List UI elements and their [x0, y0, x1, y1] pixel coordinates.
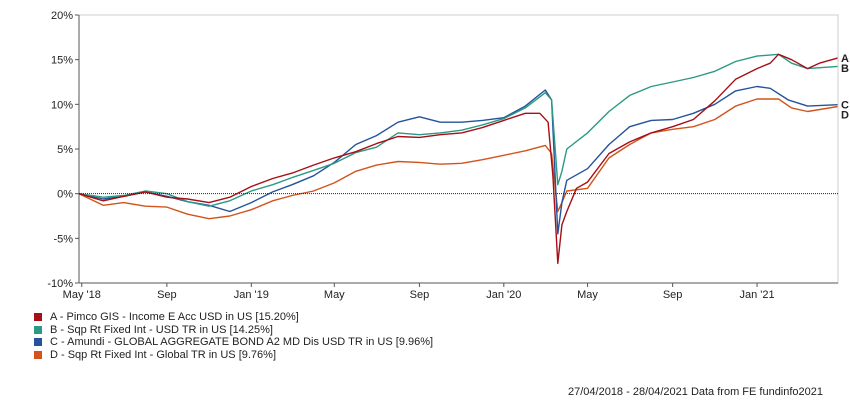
legend-swatch — [34, 325, 42, 334]
series-line-b — [78, 53, 839, 207]
y-tick-label: 10% — [51, 99, 73, 111]
x-tick-label: Sep — [157, 289, 177, 301]
legend-item: C - Amundi - GLOBAL AGGREGATE BOND A2 MD… — [34, 336, 433, 349]
end-label-d: D — [841, 110, 849, 122]
legend-swatch — [34, 338, 42, 347]
x-tick-label: Jan '20 — [486, 289, 521, 301]
legend-item: B - Sqp Rt Fixed Int - USD TR in US [14.… — [34, 324, 433, 337]
y-tick-label: 20% — [51, 10, 73, 22]
line-chart: 20%15%10%5%0%-5%-10% May '18 Sep Jan '19 Ma… — [47, 10, 849, 301]
series-line-c — [78, 85, 839, 235]
plot-frame — [78, 14, 839, 284]
x-axis: May '18 Sep Jan '19 May Sep Jan '20 May Sep Jan … — [63, 283, 775, 301]
end-label-c: C — [841, 100, 849, 112]
series-layer — [78, 53, 839, 264]
legend-item: A - Pimco GIS - Income E Acc USD in US [… — [34, 311, 433, 324]
x-tick-label: Jan '19 — [234, 289, 269, 301]
y-tick-label: 15% — [51, 55, 73, 67]
x-tick-label: May — [324, 289, 345, 301]
series-line-a — [78, 53, 839, 264]
end-label-a: A — [841, 53, 849, 65]
series-line-d — [78, 98, 839, 220]
y-axis: 20% 15% 10% 5% 0% -5% -10% — [47, 10, 79, 290]
y-tick-label: -5% — [53, 233, 73, 245]
legend-swatch — [34, 313, 42, 322]
end-label-b: B — [841, 63, 849, 75]
end-labels: AB CD — [841, 53, 849, 122]
x-tick-label: Sep — [410, 289, 430, 301]
legend-swatch — [34, 350, 42, 359]
y-tick-label: 5% — [57, 144, 73, 156]
x-tick-label: May — [577, 289, 598, 301]
legend-label: B - Sqp Rt Fixed Int - USD TR in US [14.… — [50, 323, 273, 336]
x-tick-label: Sep — [663, 289, 683, 301]
y-tick-label: -10% — [47, 278, 73, 290]
legend: A - Pimco GIS - Income E Acc USD in US [… — [34, 311, 433, 361]
legend-label: C - Amundi - GLOBAL AGGREGATE BOND A2 MD… — [50, 336, 434, 349]
legend-label: D - Sqp Rt Fixed Int - Global TR in US [… — [50, 348, 276, 361]
y-tick-label: 0% — [57, 189, 73, 201]
x-tick-label: Jan '21 — [739, 289, 774, 301]
legend-label: A - Pimco GIS - Income E Acc USD in US [… — [50, 311, 299, 324]
legend-item: D - Sqp Rt Fixed Int - Global TR in US [… — [34, 349, 433, 362]
footer-source-text: 27/04/2018 - 28/04/2021 Data from FE fun… — [568, 386, 824, 398]
x-tick-label: May '18 — [63, 289, 101, 301]
